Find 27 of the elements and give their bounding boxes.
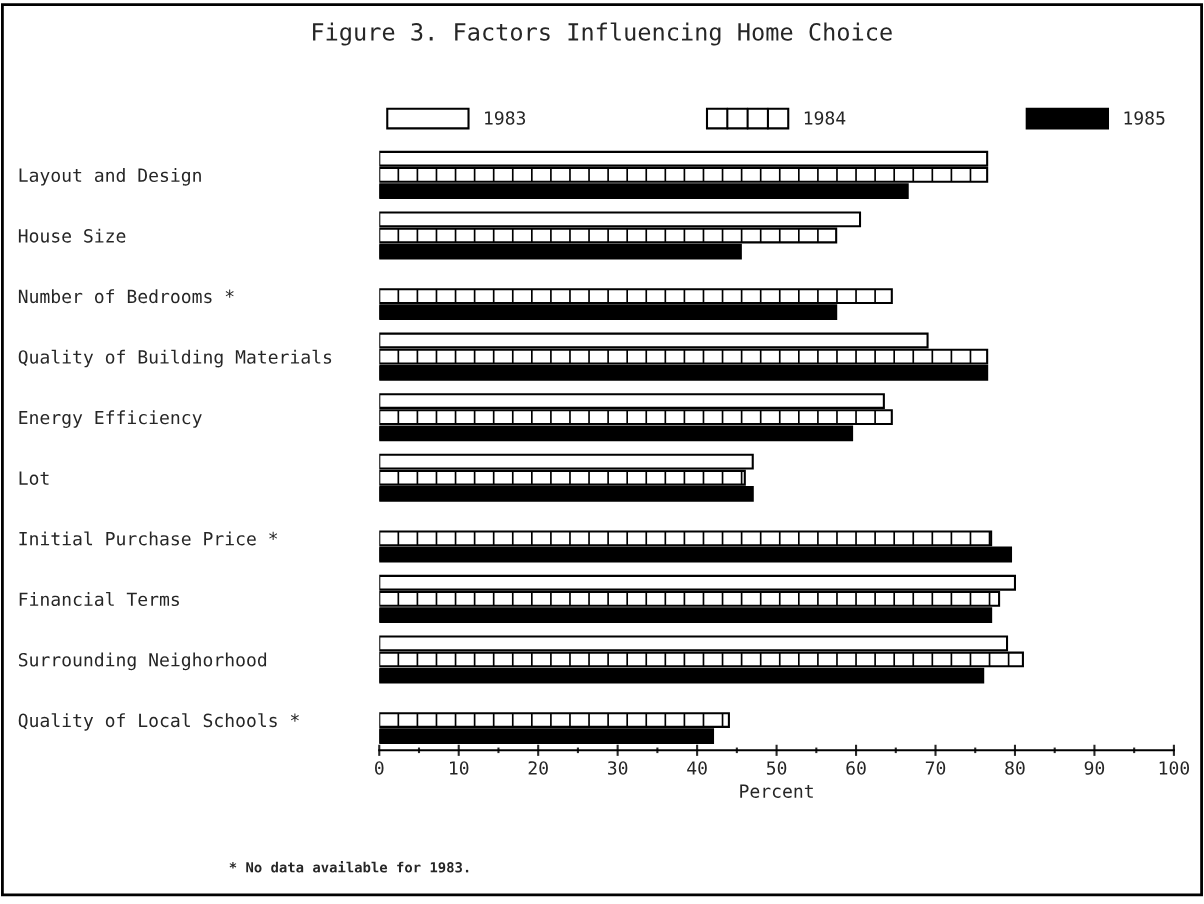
x-tick-label: 100 — [1159, 761, 1190, 775]
y-tick-label: Number of Bedrooms * — [18, 289, 234, 304]
y-tick-label: Energy Efficiency — [19, 410, 202, 428]
legend-label: 1985 — [1124, 111, 1165, 125]
legend-label: 1983 — [485, 111, 526, 125]
x-tick-label: 50 — [766, 761, 787, 775]
chart-title: Figure 3. Factors Influencing Home Choice — [313, 22, 892, 46]
legend-label: 1984 — [804, 111, 846, 125]
x-tick-label: 60 — [846, 761, 866, 775]
x-tick-label: 30 — [607, 761, 628, 775]
x-tick-label: 80 — [1005, 761, 1025, 775]
y-tick-label: Quality of Building Materials — [18, 349, 332, 368]
x-tick-label: 20 — [528, 761, 548, 775]
text: * No data available for 1983. — [229, 861, 469, 873]
y-tick-label: Initial Purchase Price * — [19, 531, 278, 546]
x-tick-label: 0 — [375, 761, 384, 775]
y-tick-label: Lot — [19, 471, 49, 485]
y-tick-label: Layout and Design — [19, 168, 201, 186]
y-tick-label: House Size — [18, 228, 126, 243]
y-tick-label: Surrounding Neighorhood — [18, 652, 267, 671]
x-tick-label: 40 — [687, 761, 707, 775]
x-tick-label: 10 — [450, 761, 469, 775]
y-tick-label: Financial Terms — [19, 591, 179, 607]
x-tick-label: 70 — [925, 761, 946, 775]
y-tick-label: Quality of Local Schools * — [18, 713, 299, 731]
x-axis-title: Percent — [740, 784, 813, 798]
x-tick-label: 90 — [1084, 761, 1105, 775]
